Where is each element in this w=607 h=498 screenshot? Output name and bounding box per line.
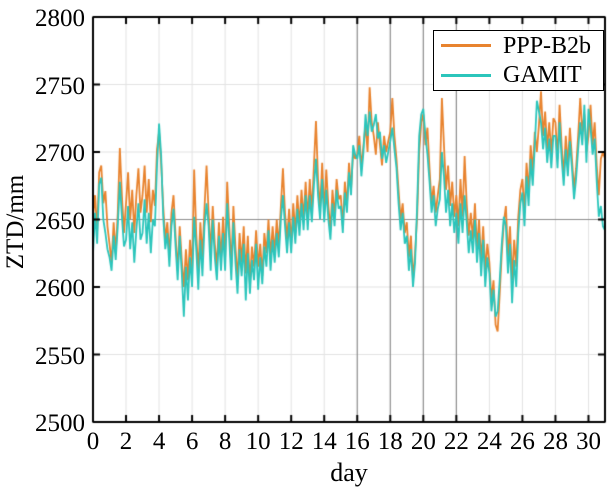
x-tick-label: 30	[575, 428, 601, 455]
y-tick-label: 2650	[35, 207, 85, 235]
y-tick-label: 2750	[35, 72, 85, 100]
legend-item-gamit: GAMIT	[434, 61, 603, 89]
x-tick-label: 12	[278, 428, 304, 455]
y-tick-label: 2800	[35, 5, 85, 32]
x-axis-title: day	[330, 458, 368, 487]
x-tick-label: 22	[443, 428, 469, 455]
x-tick-label: 18	[377, 428, 403, 455]
y-tick-label: 2550	[35, 342, 85, 370]
x-tick-label: 24	[476, 428, 502, 455]
x-tick-label: 4	[152, 428, 166, 455]
ppp-b2b-line-swatch	[441, 44, 491, 48]
legend-label-ppp-b2b: PPP-B2b	[503, 32, 592, 59]
x-tick-label: 6	[185, 428, 199, 455]
gamit-line-swatch	[441, 73, 491, 77]
y-tick-label: 2500	[35, 410, 85, 437]
x-tick-label: 16	[344, 428, 370, 455]
x-tick-label: 0	[86, 428, 100, 455]
y-tick-label: 2700	[35, 140, 85, 167]
y-tick-label: 2600	[35, 275, 85, 302]
x-tick-label: 28	[542, 428, 568, 455]
legend-item-ppp-b2b: PPP-B2b	[434, 32, 603, 60]
x-tick-label: 2	[119, 428, 133, 455]
legend-label-gamit: GAMIT	[503, 62, 582, 89]
x-tick-label: 20	[410, 428, 436, 455]
x-tick-label: 10	[245, 428, 271, 455]
x-tick-label: 26	[509, 428, 535, 455]
x-tick-label: 14	[311, 428, 337, 455]
legend: PPP-B2b GAMIT	[433, 30, 604, 91]
x-tick-label: 8	[218, 428, 232, 455]
